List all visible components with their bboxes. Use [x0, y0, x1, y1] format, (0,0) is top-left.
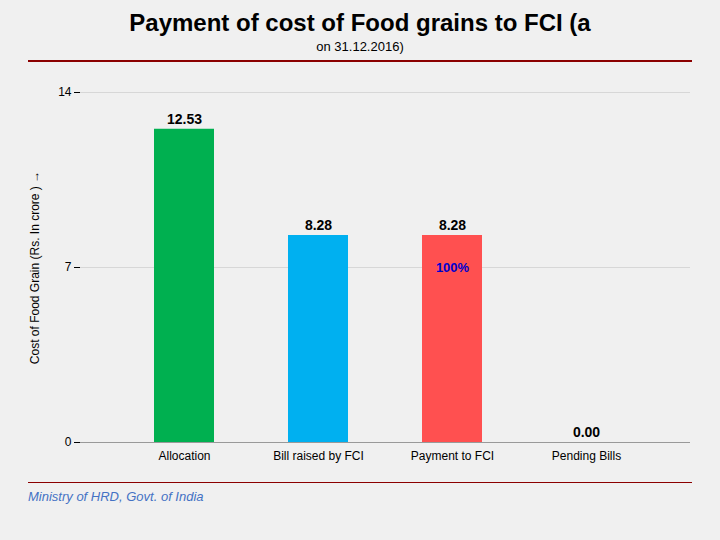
svg-text:14: 14 [58, 85, 72, 99]
svg-text:Allocation: Allocation [158, 449, 210, 463]
svg-text:12.53: 12.53 [167, 111, 202, 127]
html-text:on 31.12.2016): on 31.12.2016) [316, 39, 404, 54]
svg-text:0.00: 0.00 [573, 424, 600, 440]
svg-text:Cost of Food Grain (Rs. In cro: Cost of Food Grain (Rs. In crore ) → [28, 171, 42, 364]
svg-text:7: 7 [65, 260, 72, 274]
html-text:Payment of cost of Food grains: Payment of cost of Food grains to FCI (a [129, 9, 591, 36]
html-text:Ministry of HRD, Govt. of Indi: Ministry of HRD, Govt. of India [28, 489, 204, 504]
svg-text:100%: 100% [436, 260, 470, 275]
svg-text:Pending Bills: Pending Bills [552, 449, 621, 463]
svg-text:8.28: 8.28 [439, 217, 466, 233]
svg-text:0: 0 [65, 435, 72, 449]
svg-text:Payment to FCI: Payment to FCI [411, 449, 494, 463]
svg-text:Bill raised by FCI: Bill raised by FCI [273, 449, 364, 463]
svg-text:8.28: 8.28 [305, 217, 332, 233]
